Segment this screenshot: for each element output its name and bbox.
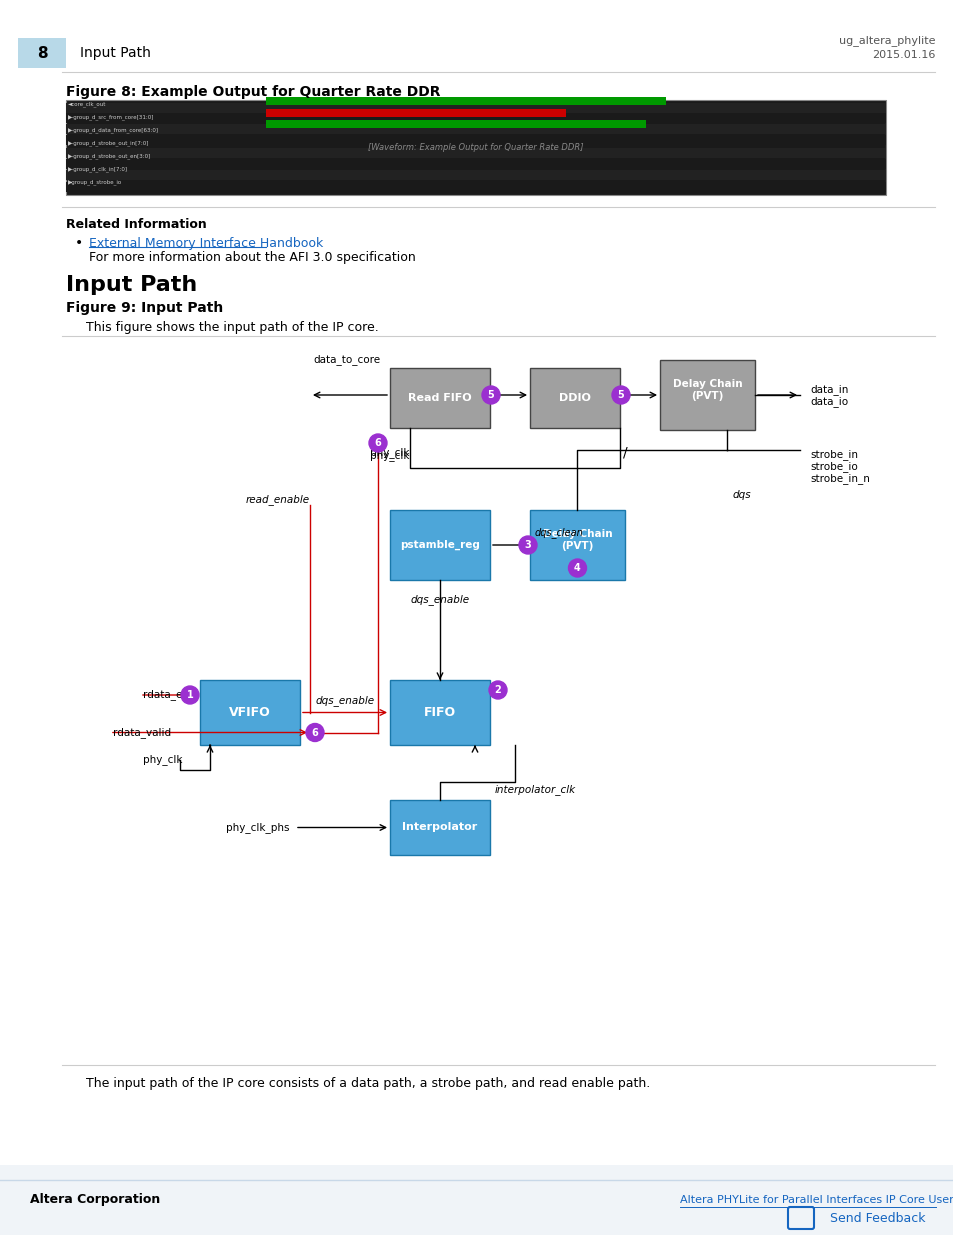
- Text: Delay Chain
(PVT): Delay Chain (PVT): [542, 530, 612, 551]
- FancyBboxPatch shape: [66, 159, 885, 169]
- Text: FIFO: FIFO: [423, 706, 456, 719]
- FancyBboxPatch shape: [390, 368, 490, 429]
- Text: 8: 8: [36, 46, 48, 61]
- Text: rdata_en: rdata_en: [143, 689, 189, 700]
- FancyBboxPatch shape: [390, 680, 490, 745]
- FancyBboxPatch shape: [266, 98, 665, 105]
- FancyBboxPatch shape: [390, 510, 490, 580]
- Text: Figure 8: Example Output for Quarter Rate DDR: Figure 8: Example Output for Quarter Rat…: [66, 85, 440, 99]
- Text: ▶group_d_strobe_io: ▶group_d_strobe_io: [68, 179, 122, 185]
- Circle shape: [568, 559, 586, 577]
- Text: Altera Corporation: Altera Corporation: [30, 1193, 160, 1207]
- Circle shape: [518, 536, 537, 555]
- Text: /: /: [622, 446, 627, 459]
- Text: 1: 1: [187, 690, 193, 700]
- FancyBboxPatch shape: [66, 148, 885, 158]
- Text: Related Information: Related Information: [66, 219, 207, 231]
- Text: dqs: dqs: [732, 490, 750, 500]
- Text: [Waveform: Example Output for Quarter Rate DDR]: [Waveform: Example Output for Quarter Ra…: [368, 143, 583, 152]
- Text: External Memory Interface Handbook: External Memory Interface Handbook: [89, 236, 323, 249]
- Text: ▶-group_d_src_from_core[31:0]: ▶-group_d_src_from_core[31:0]: [68, 114, 154, 120]
- Text: strobe_in: strobe_in: [809, 450, 857, 461]
- Text: ◄core_clk_out: ◄core_clk_out: [68, 101, 107, 107]
- Text: read_enable: read_enable: [246, 494, 310, 505]
- Text: rdata_valid: rdata_valid: [112, 727, 171, 739]
- Text: phy_clk: phy_clk: [370, 447, 409, 458]
- Text: interpolator_clk: interpolator_clk: [495, 784, 576, 795]
- Text: Figure 9: Input Path: Figure 9: Input Path: [66, 301, 223, 315]
- Text: Read FIFO: Read FIFO: [408, 393, 472, 403]
- Text: DDIO: DDIO: [558, 393, 590, 403]
- Text: strobe_in_n: strobe_in_n: [809, 473, 869, 484]
- Text: Input Path: Input Path: [80, 46, 151, 61]
- Circle shape: [369, 433, 387, 452]
- Text: ug_altera_phylite
2015.01.16: ug_altera_phylite 2015.01.16: [839, 36, 935, 61]
- Circle shape: [306, 724, 324, 741]
- Text: 5: 5: [617, 390, 623, 400]
- Text: ▶-group_d_strobe_out_en[3:0]: ▶-group_d_strobe_out_en[3:0]: [68, 153, 152, 159]
- FancyBboxPatch shape: [530, 510, 624, 580]
- Text: 6: 6: [375, 438, 381, 448]
- FancyBboxPatch shape: [66, 124, 885, 135]
- Text: dqs_enable: dqs_enable: [410, 594, 469, 605]
- Text: dqs_enable: dqs_enable: [315, 695, 375, 706]
- Text: Delay Chain
(PVT): Delay Chain (PVT): [672, 379, 741, 401]
- FancyBboxPatch shape: [530, 368, 619, 429]
- Circle shape: [612, 387, 629, 404]
- Text: phy_clk_phs: phy_clk_phs: [226, 823, 290, 832]
- FancyBboxPatch shape: [659, 359, 754, 430]
- FancyBboxPatch shape: [200, 680, 299, 745]
- Text: ▶-group_d_data_from_core[63:0]: ▶-group_d_data_from_core[63:0]: [68, 127, 159, 133]
- Text: 3: 3: [524, 540, 531, 550]
- FancyBboxPatch shape: [266, 120, 645, 128]
- Text: data_to_core: data_to_core: [313, 354, 379, 366]
- Text: For more information about the AFI 3.0 specification: For more information about the AFI 3.0 s…: [89, 252, 416, 264]
- FancyBboxPatch shape: [66, 103, 885, 112]
- Text: 4: 4: [574, 563, 580, 573]
- Circle shape: [489, 680, 506, 699]
- Text: VFIFO: VFIFO: [229, 706, 271, 719]
- Circle shape: [481, 387, 499, 404]
- Text: Altera PHYLite for Parallel Interfaces IP Core User Guide: Altera PHYLite for Parallel Interfaces I…: [679, 1195, 953, 1205]
- FancyBboxPatch shape: [66, 112, 885, 124]
- Text: The input path of the IP core consists of a data path, a strobe path, and read e: The input path of the IP core consists o…: [86, 1077, 650, 1089]
- FancyBboxPatch shape: [66, 100, 885, 195]
- FancyBboxPatch shape: [66, 182, 885, 191]
- Text: 5: 5: [487, 390, 494, 400]
- Text: 2: 2: [494, 685, 501, 695]
- FancyBboxPatch shape: [390, 800, 490, 855]
- Text: This figure shows the input path of the IP core.: This figure shows the input path of the …: [86, 321, 378, 335]
- Text: Send Feedback: Send Feedback: [829, 1212, 924, 1224]
- Text: pstamble_reg: pstamble_reg: [399, 540, 479, 550]
- Text: 6: 6: [312, 727, 318, 737]
- FancyBboxPatch shape: [66, 135, 885, 144]
- Text: dqs_clean: dqs_clean: [535, 527, 583, 538]
- Text: data_in: data_in: [809, 384, 847, 395]
- Text: phy_clk: phy_clk: [370, 451, 409, 462]
- Text: ▶-group_d_clk_in[7:0]: ▶-group_d_clk_in[7:0]: [68, 167, 128, 172]
- FancyBboxPatch shape: [266, 109, 565, 117]
- FancyBboxPatch shape: [0, 1165, 953, 1235]
- FancyBboxPatch shape: [66, 170, 885, 180]
- FancyBboxPatch shape: [18, 38, 66, 68]
- Text: Interpolator: Interpolator: [402, 823, 477, 832]
- Text: phy_clk: phy_clk: [143, 755, 182, 766]
- Text: •: •: [75, 236, 83, 249]
- Text: strobe_io: strobe_io: [809, 462, 857, 473]
- Text: data_io: data_io: [809, 396, 847, 408]
- Text: ▶-group_d_strobe_out_in[7:0]: ▶-group_d_strobe_out_in[7:0]: [68, 140, 150, 146]
- Text: Input Path: Input Path: [66, 275, 197, 295]
- Circle shape: [181, 685, 199, 704]
